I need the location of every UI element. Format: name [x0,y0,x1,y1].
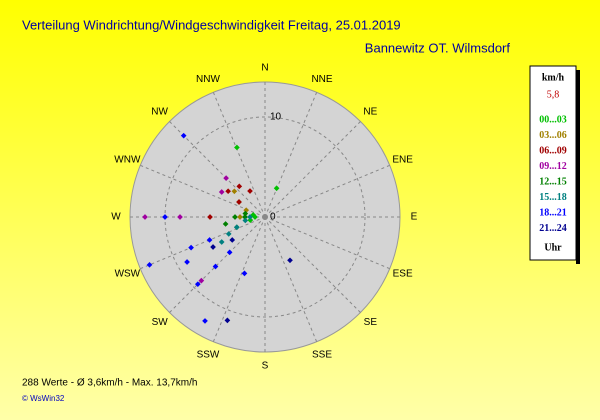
legend-entry: 00...03 [539,114,567,125]
direction-label: NNE [311,74,332,85]
wind-point [218,239,225,245]
wind-point [242,217,249,224]
wind-point [232,214,238,220]
direction-label: NW [151,106,168,117]
direction-label: ESE [393,269,413,280]
wind-point [146,262,153,268]
wind-point [202,318,208,324]
wind-point [194,281,201,288]
legend-entry: 15...18 [539,192,567,203]
wind-point [198,277,205,284]
spoke [264,164,390,218]
wind-point [225,231,232,237]
wind-point [234,144,240,151]
direction-label: S [262,361,269,372]
wind-point [206,237,213,243]
direction-label: ENE [392,155,413,166]
wind-point [225,188,231,195]
wind-point [210,244,216,250]
wind-point [162,214,168,220]
wind-point [207,214,213,220]
legend-unit: km/h [542,72,565,83]
legend-entry: 06...09 [539,145,567,156]
wind-point [287,257,293,264]
wind-point [223,175,229,181]
wind-point [236,183,243,190]
direction-label: NNW [196,74,220,85]
wind-point [212,263,219,270]
spoke [169,121,266,218]
direction-label: NE [363,106,377,117]
wind-point [273,185,280,192]
legend-shadow [576,70,580,264]
legend-entry: 21...24 [539,223,567,234]
wind-point [231,188,238,195]
wind-point [184,259,190,265]
wind-point [180,132,187,139]
current-value: 5,8 [547,89,560,100]
wind-point [247,214,253,220]
legend-footer: Uhr [544,242,562,253]
spoke [264,216,361,313]
direction-label: SE [364,317,378,328]
spoke [212,92,266,218]
direction-label: W [111,212,121,223]
wind-point [233,224,240,231]
wind-point [177,214,183,220]
direction-label: E [411,212,418,223]
spoke [140,216,266,270]
wind-point [222,221,229,227]
legend-entry: 09...12 [539,161,567,172]
spoke [140,164,266,218]
r-tick-label: 0 [270,212,276,223]
legend-entry: 12...15 [539,176,567,187]
legend-entry: 03...06 [539,130,567,141]
wind-point [236,199,242,205]
wind-point [224,317,231,324]
wind-point [242,214,248,220]
wind-point [142,214,148,220]
spoke [264,216,318,342]
spoke [264,92,318,218]
chart-subtitle: Bannewitz OT. Wilmsdorf [365,40,511,55]
direction-label: SSE [312,349,332,360]
spoke [169,216,266,313]
spoke [264,216,390,270]
direction-label: WSW [115,269,141,280]
wind-point [226,249,233,256]
direction-label: N [261,63,268,74]
spoke [264,121,361,218]
wind-point [218,189,225,195]
credit: © WsWin32 [22,394,65,403]
direction-label: WNW [114,155,141,166]
legend-entry: 18...21 [539,207,567,218]
wind-point [237,214,243,220]
footer: 288 Werte - Ø 3,6km/h - Max. 13,7km/h [22,378,197,389]
direction-label: SSW [197,349,220,360]
wind-point [247,188,253,194]
spoke [212,216,266,342]
wind-point [229,237,236,243]
direction-label: SW [152,317,169,328]
wind-point [241,270,248,277]
legend-box [529,65,577,261]
chart-title: Verteilung Windrichtung/Windgeschwindigk… [22,17,401,32]
wind-point [188,244,194,251]
r-tick-label: 10 [270,112,282,123]
wind-point [242,210,249,217]
